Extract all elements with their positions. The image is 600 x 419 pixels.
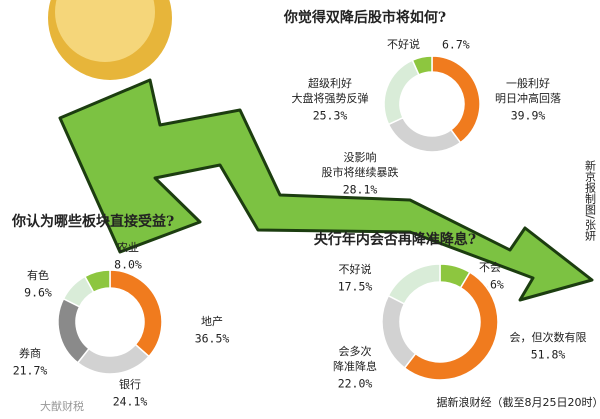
donut-slice	[403, 271, 499, 381]
sun-highlight	[55, 0, 155, 62]
chart-title: 你认为哪些板块直接受益?	[11, 213, 174, 230]
chart-title: 央行年内会否再降准降息?	[314, 231, 476, 248]
slice-label: 会多次	[339, 344, 372, 358]
value-label: 25.3%	[313, 109, 348, 123]
donut-slice	[387, 116, 462, 153]
donut-slice	[431, 55, 481, 144]
value-label: 6.7%	[442, 38, 470, 52]
slice-label: 券商	[19, 346, 41, 360]
chart-title: 你觉得双降后股市将如何?	[283, 9, 446, 26]
value-label: 39.9%	[511, 109, 546, 123]
donut-slice	[381, 294, 417, 369]
value-label: 24.1%	[113, 395, 148, 409]
slice-label: 不会	[479, 261, 501, 274]
slice-label: 不好说	[339, 262, 372, 276]
value-label: 9.6%	[24, 286, 52, 300]
slice-label: 地产	[201, 314, 223, 328]
donut-slice	[109, 269, 163, 358]
slice-label: 不好说	[387, 37, 420, 51]
slice-label: 没影响	[344, 151, 377, 164]
slice-label: 降准降息	[333, 359, 377, 373]
donut-slice	[387, 263, 441, 305]
watermark: 大猷财税	[40, 399, 84, 413]
arrow	[58, 78, 594, 302]
slice-label: 明日冲高回落	[495, 91, 561, 105]
donut-slice	[383, 59, 420, 126]
donut-slice	[83, 269, 111, 294]
slice-label: 银行	[119, 377, 141, 391]
value-label: 36.5%	[195, 332, 230, 346]
donut-slice	[57, 297, 90, 364]
value-label: 51.8%	[531, 348, 566, 362]
slice-label: 一般利好	[506, 76, 550, 90]
donut-slice	[411, 55, 433, 76]
slice-label: 超级利好	[308, 76, 352, 90]
value-label: 28.1%	[343, 183, 378, 197]
slice-label: 农业	[117, 240, 139, 254]
slice-label: 股市将继续暴跌	[322, 165, 399, 179]
source: 据新浪财经（截至8月25日20时）	[437, 395, 600, 409]
value-label: 21.7%	[13, 364, 48, 378]
value-label: 17.5%	[338, 280, 373, 294]
slice-label: 会，但次数有限	[510, 330, 587, 344]
slice-label: 大盘将强势反弹	[292, 91, 369, 105]
slice-label: 有色	[27, 268, 49, 282]
credit: 新京报制图/张妍	[584, 159, 597, 242]
value-label: 22.0%	[338, 377, 373, 391]
value-label: 8.0%	[114, 258, 142, 272]
